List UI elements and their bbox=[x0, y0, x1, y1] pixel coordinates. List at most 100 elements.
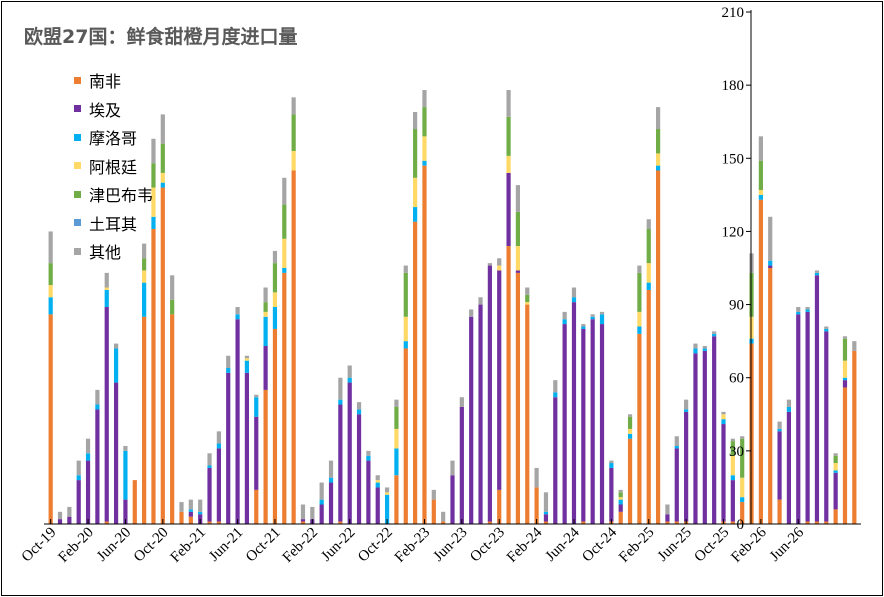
bar-segment bbox=[123, 499, 128, 524]
bar-segment bbox=[104, 272, 109, 288]
bar-segment bbox=[497, 489, 502, 524]
bar-segment bbox=[207, 467, 212, 522]
bar-segment bbox=[170, 314, 175, 524]
bar-segment bbox=[413, 221, 418, 524]
bar-segment bbox=[730, 475, 735, 481]
bar-segment bbox=[506, 172, 511, 247]
bar-segment bbox=[272, 292, 278, 308]
bar-segment bbox=[263, 316, 268, 347]
bar-segment bbox=[431, 499, 436, 524]
bar-segment bbox=[216, 448, 221, 522]
bar-segment bbox=[796, 314, 801, 524]
bar-segment bbox=[824, 331, 829, 522]
bar-segment bbox=[749, 343, 754, 524]
legend-item: 津巴布韦 bbox=[74, 180, 153, 209]
bar-segment bbox=[553, 397, 558, 524]
bar-segment bbox=[403, 341, 408, 349]
bar-segment bbox=[525, 304, 530, 524]
bar-segment bbox=[160, 187, 165, 525]
bar-segment bbox=[422, 165, 427, 524]
bar-segment bbox=[506, 246, 511, 524]
bar-segment bbox=[272, 307, 278, 329]
bar-segment bbox=[684, 399, 689, 410]
bar-segment bbox=[366, 460, 371, 524]
bar-segment bbox=[730, 455, 735, 476]
legend-swatch bbox=[74, 105, 81, 113]
bar-segment bbox=[226, 372, 231, 524]
bar-segment bbox=[142, 270, 147, 283]
legend-item: 其他 bbox=[74, 237, 153, 266]
bar-segment bbox=[665, 504, 670, 515]
bar-segment bbox=[506, 155, 511, 173]
legend-label: 津巴布韦 bbox=[89, 186, 154, 206]
bar-segment bbox=[571, 297, 577, 303]
bar-segment bbox=[375, 480, 380, 483]
bar-segment bbox=[525, 287, 530, 295]
bar-segment bbox=[441, 511, 446, 522]
bar-segment bbox=[254, 394, 259, 398]
bar-segment bbox=[198, 511, 203, 515]
y-tick-label: 30 bbox=[729, 444, 744, 460]
bar-segment bbox=[76, 460, 81, 476]
bar-segment bbox=[786, 411, 792, 524]
y-tick-label: 60 bbox=[729, 371, 744, 387]
bar-segment bbox=[833, 453, 838, 456]
bar-segment bbox=[254, 416, 259, 490]
bar-segment bbox=[85, 460, 91, 524]
bar-segment bbox=[637, 311, 642, 327]
bar-segment bbox=[338, 404, 343, 522]
bar-segment bbox=[366, 450, 371, 456]
bar-segment bbox=[852, 341, 857, 351]
bar-segment bbox=[786, 406, 792, 412]
bar-segment bbox=[328, 460, 334, 478]
bar-segment bbox=[842, 377, 848, 381]
bar-segment bbox=[384, 487, 390, 493]
bar-segment bbox=[459, 397, 464, 407]
bar-segment bbox=[282, 177, 287, 205]
bar-segment bbox=[702, 350, 707, 524]
bar-segment bbox=[375, 475, 380, 481]
bar-segment bbox=[618, 499, 623, 505]
x-tick-label: Feb-20 bbox=[56, 525, 97, 566]
bar-segment bbox=[151, 216, 156, 229]
bar-segment bbox=[805, 309, 810, 312]
bar-segment bbox=[347, 382, 352, 524]
bar-segment bbox=[394, 428, 399, 449]
bar-segment bbox=[590, 316, 595, 320]
bar-segment bbox=[282, 272, 287, 524]
bar-segment bbox=[48, 263, 53, 286]
bar-segment bbox=[824, 521, 829, 524]
bar-segment bbox=[581, 324, 586, 327]
legend-label: 其他 bbox=[89, 243, 122, 263]
bar-segment bbox=[235, 319, 240, 524]
bar-segment bbox=[132, 480, 137, 524]
bar-segment bbox=[291, 150, 296, 171]
bar-segment bbox=[160, 114, 165, 144]
bar-segment bbox=[375, 482, 380, 488]
bar-segment bbox=[450, 475, 455, 524]
bar-segment bbox=[151, 163, 156, 188]
bar-segment bbox=[702, 346, 707, 349]
bar-segment bbox=[553, 392, 558, 398]
bar-segment bbox=[730, 441, 735, 456]
bar-segment bbox=[216, 521, 221, 524]
legend-swatch bbox=[74, 162, 81, 170]
bar-segment bbox=[422, 160, 427, 166]
bar-segment bbox=[515, 272, 521, 524]
bar-segment bbox=[282, 238, 287, 268]
x-tick-label: Oct-19 bbox=[19, 525, 60, 566]
bar-segment bbox=[356, 414, 362, 524]
chart-legend: 南非 埃及 摩洛哥 阿根廷 津巴布韦 土耳其 其他 bbox=[74, 66, 153, 266]
bar-segment bbox=[347, 365, 352, 378]
y-tick-label: 90 bbox=[729, 298, 744, 314]
bar-segment bbox=[768, 265, 773, 268]
bar-segment bbox=[543, 521, 549, 524]
bar-segment bbox=[151, 138, 156, 164]
bar-segment bbox=[627, 416, 633, 429]
bar-segment bbox=[226, 355, 231, 368]
bar-segment bbox=[515, 246, 521, 271]
bar-segment bbox=[291, 97, 296, 115]
bar-segment bbox=[684, 409, 689, 412]
bar-segment bbox=[57, 519, 63, 524]
legend-swatch bbox=[74, 133, 81, 141]
